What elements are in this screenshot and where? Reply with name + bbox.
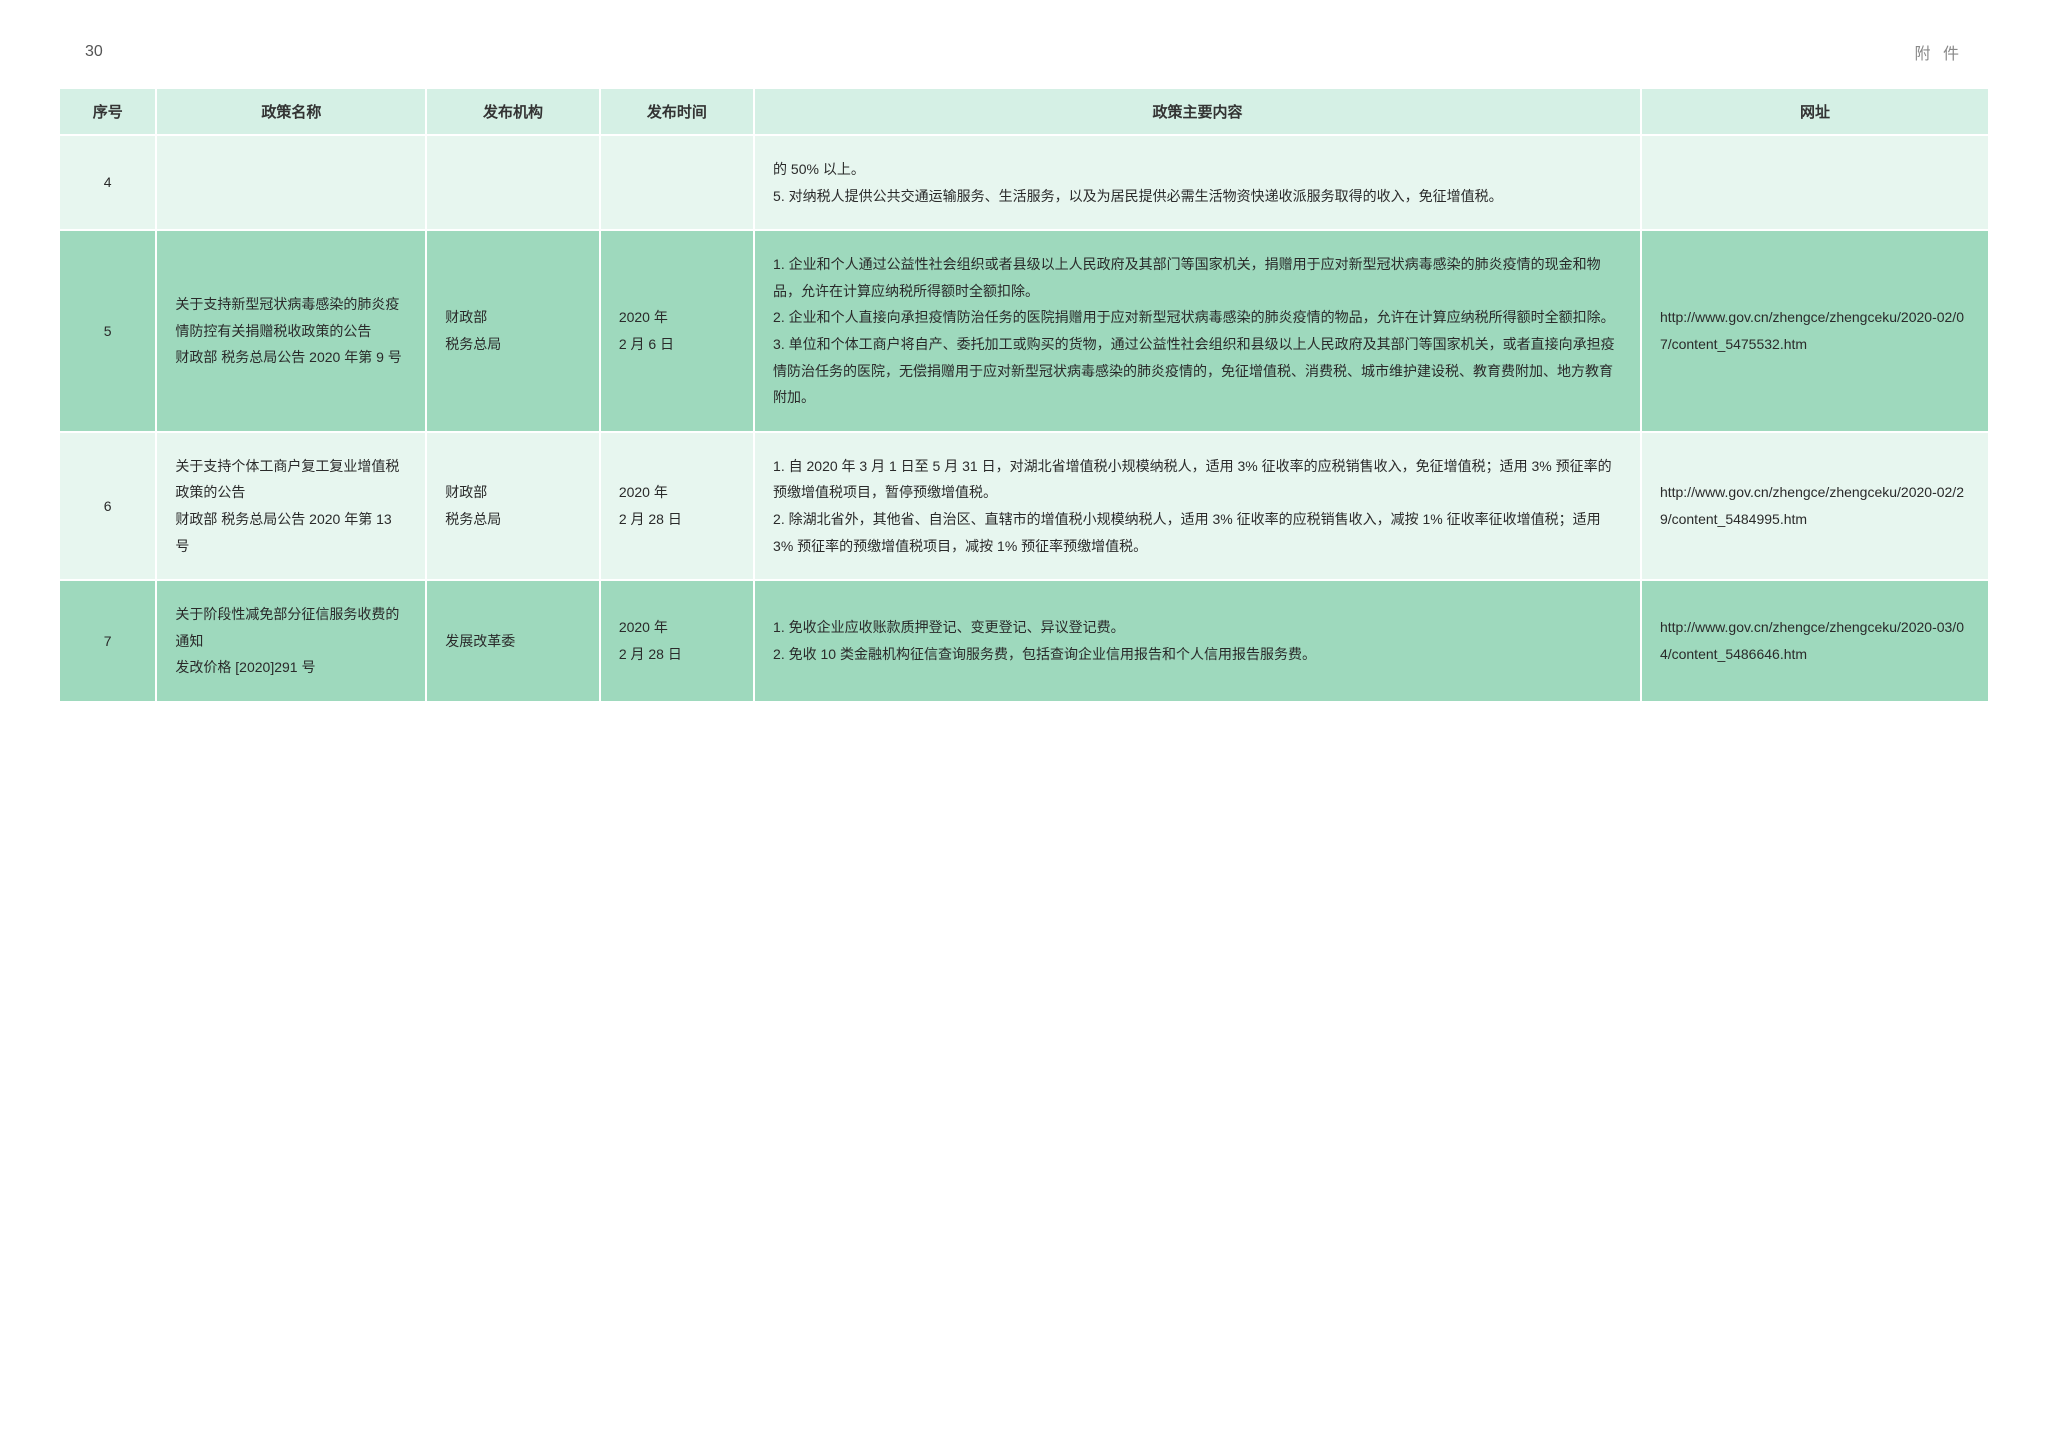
cell-name: 关于支持新型冠状病毒感染的肺炎疫情防控有关捐赠税收政策的公告财政部 税务总局公告… [156, 230, 426, 432]
policy-table: 序号政策名称发布机构发布时间政策主要内容网址 4 的 50% 以上。5. 对纳税人… [60, 89, 1988, 703]
table-header-row: 序号政策名称发布机构发布时间政策主要内容网址 [60, 89, 1988, 135]
cell-idx: 4 [60, 135, 156, 230]
cell-org: 财政部税务总局 [426, 230, 600, 432]
cell-date: 2020 年2 月 28 日 [600, 432, 754, 580]
cell-url: http://www.gov.cn/zhengce/zhengceku/2020… [1641, 580, 1988, 702]
page-number: 30 [85, 43, 103, 61]
column-header-date: 发布时间 [600, 89, 754, 135]
cell-org [426, 135, 600, 230]
cell-date [600, 135, 754, 230]
cell-body: 1. 免收企业应收账款质押登记、变更登记、异议登记费。2. 免收 10 类金融机… [754, 580, 1641, 702]
cell-idx: 7 [60, 580, 156, 702]
cell-url: http://www.gov.cn/zhengce/zhengceku/2020… [1641, 230, 1988, 432]
cell-body: 1. 企业和个人通过公益性社会组织或者县级以上人民政府及其部门等国家机关，捐赠用… [754, 230, 1641, 432]
cell-date: 2020 年2 月 28 日 [600, 580, 754, 702]
url-text: http://www.gov.cn/zhengce/zhengceku/2020… [1660, 484, 1964, 527]
table-row: 4 的 50% 以上。5. 对纳税人提供公共交通运输服务、生活服务，以及为居民提供… [60, 135, 1988, 230]
column-header-url: 网址 [1641, 89, 1988, 135]
column-header-body: 政策主要内容 [754, 89, 1641, 135]
url-text: http://www.gov.cn/zhengce/zhengceku/2020… [1660, 619, 1964, 662]
cell-idx: 6 [60, 432, 156, 580]
table-row: 7关于阶段性减免部分征信服务收费的通知发改价格 [2020]291 号发展改革委… [60, 580, 1988, 702]
cell-url [1641, 135, 1988, 230]
table-head: 序号政策名称发布机构发布时间政策主要内容网址 [60, 89, 1988, 135]
table-body: 4 的 50% 以上。5. 对纳税人提供公共交通运输服务、生活服务，以及为居民提供… [60, 135, 1988, 702]
cell-body: 1. 自 2020 年 3 月 1 日至 5 月 31 日，对湖北省增值税小规模… [754, 432, 1641, 580]
column-header-idx: 序号 [60, 89, 156, 135]
column-header-org: 发布机构 [426, 89, 600, 135]
cell-date: 2020 年2 月 6 日 [600, 230, 754, 432]
cell-name: 关于阶段性减免部分征信服务收费的通知发改价格 [2020]291 号 [156, 580, 426, 702]
cell-org: 发展改革委 [426, 580, 600, 702]
cell-org: 财政部税务总局 [426, 432, 600, 580]
cell-name: 关于支持个体工商户复工复业增值税政策的公告财政部 税务总局公告 2020 年第 … [156, 432, 426, 580]
url-text: http://www.gov.cn/zhengce/zhengceku/2020… [1660, 309, 1964, 352]
page-header: 30 附 件 [60, 40, 1988, 64]
cell-url: http://www.gov.cn/zhengce/zhengceku/2020… [1641, 432, 1988, 580]
table-row: 5关于支持新型冠状病毒感染的肺炎疫情防控有关捐赠税收政策的公告财政部 税务总局公… [60, 230, 1988, 432]
column-header-name: 政策名称 [156, 89, 426, 135]
cell-body: 的 50% 以上。5. 对纳税人提供公共交通运输服务、生活服务，以及为居民提供必… [754, 135, 1641, 230]
cell-idx: 5 [60, 230, 156, 432]
page-section-label: 附 件 [1915, 40, 1963, 64]
cell-name [156, 135, 426, 230]
table-row: 6关于支持个体工商户复工复业增值税政策的公告财政部 税务总局公告 2020 年第… [60, 432, 1988, 580]
